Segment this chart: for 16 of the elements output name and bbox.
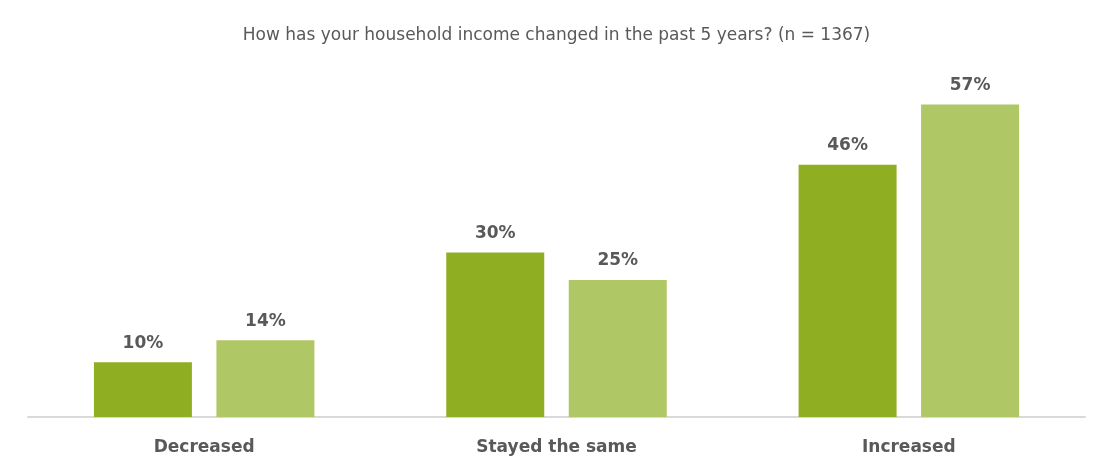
bar xyxy=(216,340,315,417)
bar xyxy=(446,252,545,417)
data-label: 57% xyxy=(949,73,991,94)
data-label: 25% xyxy=(597,249,639,270)
data-label: 46% xyxy=(827,134,868,155)
bar xyxy=(921,104,1020,417)
x-tick-label: Decreased xyxy=(153,435,255,456)
bar xyxy=(93,362,192,417)
bar xyxy=(798,164,897,417)
x-tick-label: Stayed the same xyxy=(476,435,637,456)
data-label: 10% xyxy=(122,331,164,352)
data-label: 14% xyxy=(245,309,286,330)
chart-title: How has your household income changed in the past 5 years? (n = 1367) xyxy=(242,23,871,44)
x-tick-label: Increased xyxy=(861,435,956,456)
data-label: 30% xyxy=(474,222,516,242)
bar xyxy=(568,279,667,417)
